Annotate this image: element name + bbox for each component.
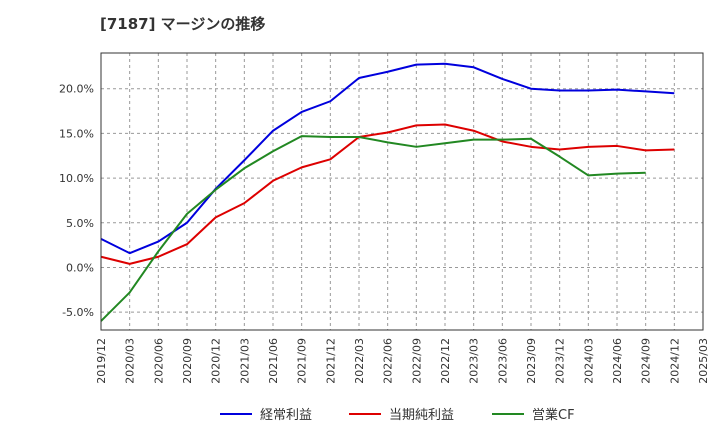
x-tick-label: 2023/09 <box>525 338 538 384</box>
legend-label-1: 当期純利益 <box>389 408 454 423</box>
legend: 経常利益 当期純利益 営業CF <box>220 407 575 423</box>
plot-frame <box>100 52 704 331</box>
x-tick-label: 2024/12 <box>668 338 681 384</box>
series-line-0 <box>100 62 675 255</box>
y-tick-label: 5.0% <box>66 217 94 230</box>
series-line-2 <box>100 135 646 322</box>
x-tick-label: 2022/06 <box>382 338 395 384</box>
x-tick-label: 2023/12 <box>554 338 567 384</box>
x-tick-label: 2024/06 <box>611 338 624 384</box>
x-tick-label: 2025/03 <box>697 338 710 384</box>
plot-area <box>101 53 703 330</box>
x-axis-ticks: 2019/12 2020/03 2020/06 2020/09 2020/12 2021/… <box>95 338 710 384</box>
grid-lines <box>100 53 704 330</box>
x-tick-label: 2024/03 <box>582 338 595 384</box>
x-tick-label: 2021/09 <box>296 338 309 384</box>
x-tick-label: 2024/09 <box>640 338 653 384</box>
y-tick-label: 10.0% <box>59 172 94 185</box>
y-axis-ticks: -5.0% 0.0% 5.0% 10.0% 15.0% 20.0% <box>59 83 94 319</box>
y-tick-label: 0.0% <box>66 261 94 274</box>
x-tick-label: 2020/06 <box>152 338 165 384</box>
legend-label-0: 経常利益 <box>260 408 312 423</box>
x-tick-label: 2021/03 <box>238 338 251 384</box>
x-tick-label: 2020/03 <box>124 338 137 384</box>
x-tick-label: 2022/12 <box>439 338 452 384</box>
series-lines <box>100 62 675 322</box>
y-tick-label: 20.0% <box>59 83 94 96</box>
y-tick-label: -5.0% <box>62 306 94 319</box>
x-tick-label: 2021/06 <box>267 338 280 384</box>
x-tick-label: 2023/03 <box>468 338 481 384</box>
x-tick-label: 2021/12 <box>324 338 337 384</box>
series-line-1 <box>100 123 675 265</box>
chart-title: [7187] マージンの推移 <box>100 15 266 33</box>
x-tick-label: 2020/09 <box>181 338 194 384</box>
x-tick-label: 2020/12 <box>210 338 223 384</box>
x-tick-label: 2022/03 <box>353 338 366 384</box>
x-tick-label: 2023/06 <box>496 338 509 384</box>
y-tick-label: 15.0% <box>59 127 94 140</box>
x-tick-label: 2022/09 <box>410 338 423 384</box>
x-tick-label: 2019/12 <box>95 338 108 384</box>
legend-label-2: 営業CF <box>532 407 575 423</box>
